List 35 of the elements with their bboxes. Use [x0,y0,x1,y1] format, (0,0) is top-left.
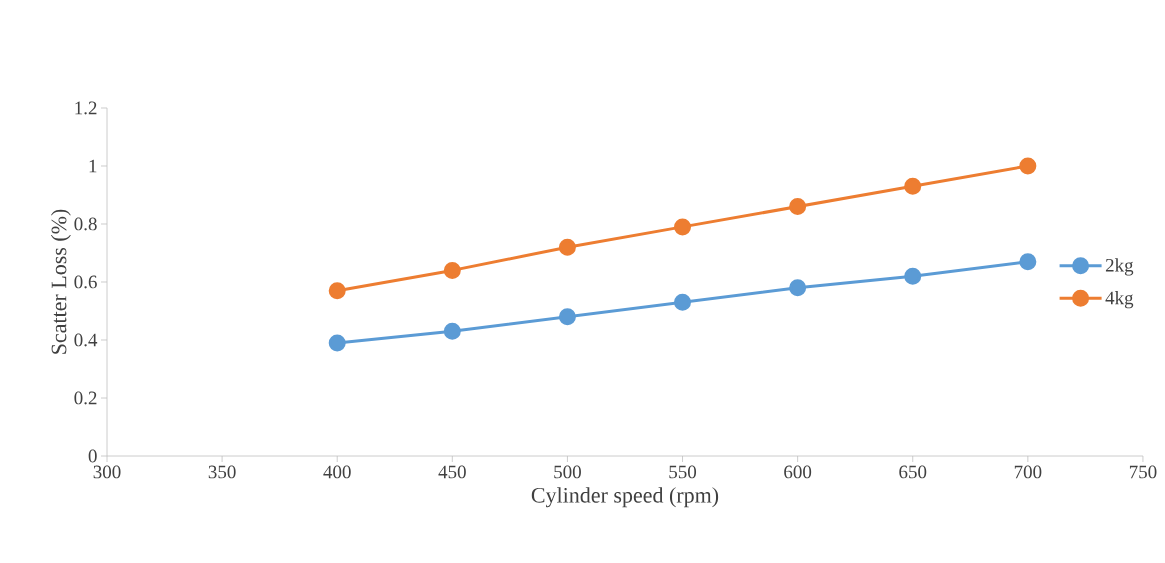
point [443,322,461,340]
point [328,282,346,300]
point [1019,253,1037,271]
y-tick-label: 0 [88,449,97,463]
y-tick-label: 0.4 [74,333,98,347]
point [904,267,922,285]
x-tick-label: 600 [784,465,812,479]
y-tick-label: 0.6 [74,275,97,289]
y-tick-label: 0.8 [74,217,97,231]
legend-label: 4kg [1105,291,1134,309]
point [558,238,576,256]
x-tick-label: 300 [93,465,121,479]
point [674,293,692,311]
point [328,334,346,352]
point [443,261,461,279]
legend-label: 2kg [1105,258,1134,276]
x-tick-label: 350 [208,465,236,479]
point [558,308,576,326]
point [789,279,807,297]
x-tick-label: 500 [554,465,581,479]
y-axis-title: Scatter Loss (%) [50,209,71,354]
y-tick-label: 1.2 [75,101,97,115]
y-tick-label: 1 [89,159,97,173]
x-tick-label: 550 [669,465,697,479]
x-axis-title: Cylinder speed (rpm) [531,487,719,508]
x-tick-label: 450 [438,465,466,479]
x-tick-label: 750 [1129,465,1157,479]
point [1019,157,1037,175]
x-tick-label: 650 [899,465,927,479]
point [904,177,922,195]
x-tick-label: 400 [323,465,351,479]
point [674,218,692,236]
x-tick-label: 700 [1014,465,1042,479]
y-tick-label: 0.2 [74,391,97,405]
point [789,198,807,216]
